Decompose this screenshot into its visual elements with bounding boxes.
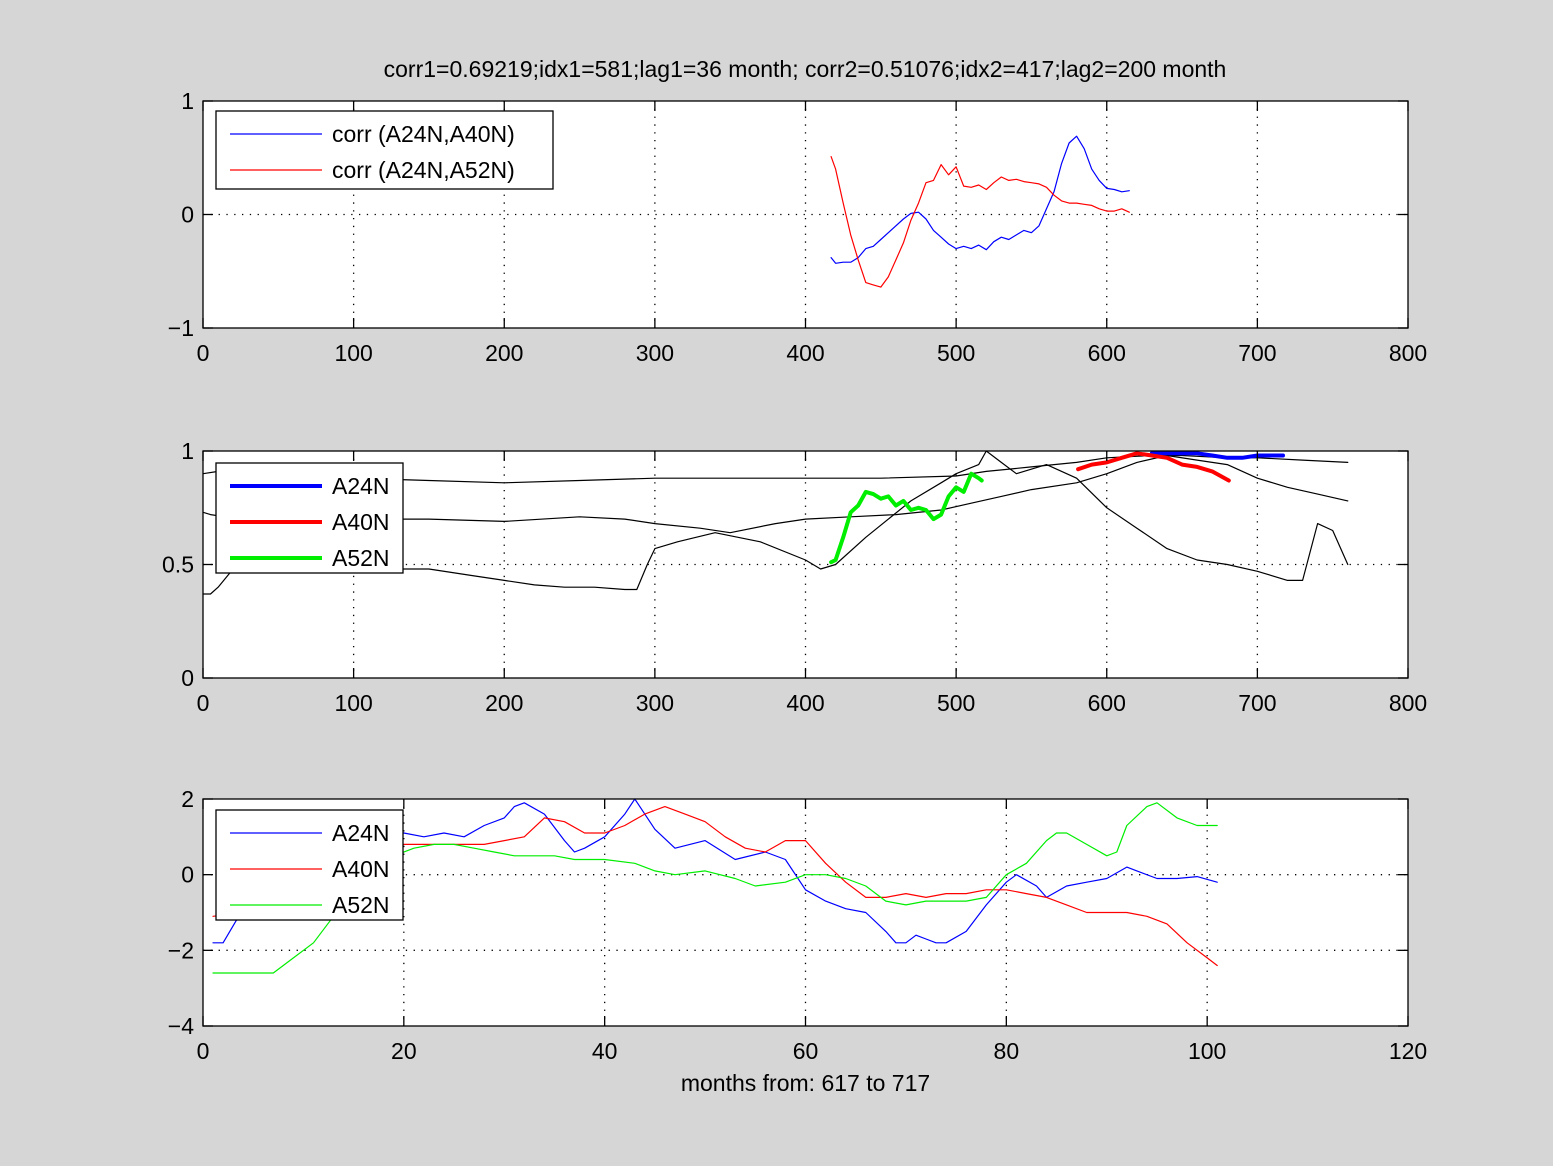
x-tick-label: 60 xyxy=(793,1038,819,1064)
x-tick-label: 500 xyxy=(937,690,975,716)
legend-box xyxy=(215,462,404,574)
x-tick-label: 600 xyxy=(1088,690,1126,716)
x-tick-label: 400 xyxy=(786,340,824,366)
y-tick-label: 0 xyxy=(181,665,194,691)
series-line-a40n xyxy=(1076,451,1231,483)
x-tick-label: 0 xyxy=(197,1038,210,1064)
plot-area xyxy=(203,799,1408,1026)
y-tick-label: −1 xyxy=(168,315,194,341)
axes-normalized-series: 0 100 200 300 400 500 600 700 800 0 0.5 1 A24N A40N A5… xyxy=(162,438,1427,716)
x-tick-label: 100 xyxy=(1188,1038,1226,1064)
x-tick-label: 0 xyxy=(197,340,210,366)
legend-label: A52N xyxy=(332,545,390,571)
series-line-a40n xyxy=(212,805,1218,967)
x-tick-label: 800 xyxy=(1389,340,1427,366)
legend-label: A24N xyxy=(332,473,390,499)
x-tick-label: 0 xyxy=(197,690,210,716)
axes-anomalies: 0 20 40 60 80 100 120 −4 −2 0 2 months from: 617 to… xyxy=(168,786,1427,1096)
x-tick-label: 800 xyxy=(1389,690,1427,716)
x-tick-label: 700 xyxy=(1238,690,1276,716)
x-tick-label: 200 xyxy=(485,690,523,716)
x-tick-label: 100 xyxy=(334,690,372,716)
x-tick-label: 600 xyxy=(1088,340,1126,366)
legend-box xyxy=(215,110,554,190)
legend-label: A40N xyxy=(332,856,390,882)
y-tick-label: 1 xyxy=(181,438,194,464)
legend-box xyxy=(215,809,404,921)
series-line-corr-a24n-a52n xyxy=(830,156,1130,288)
legend-label: A24N xyxy=(332,820,390,846)
series-line-corr-a24n-a40n xyxy=(830,135,1130,264)
data-layer xyxy=(830,135,1130,288)
x-tick-label: 400 xyxy=(786,690,824,716)
legend-label: A40N xyxy=(332,509,390,535)
x-tick-label: 100 xyxy=(334,340,372,366)
y-tick-label: −4 xyxy=(168,1013,194,1039)
y-tick-label: 0.5 xyxy=(162,552,194,578)
y-tick-label: 1 xyxy=(181,88,194,114)
plot-area xyxy=(203,451,1408,678)
x-tick-label: 120 xyxy=(1389,1038,1427,1064)
x-tick-label: 700 xyxy=(1238,340,1276,366)
x-tick-label: 500 xyxy=(937,340,975,366)
legend-label: corr (A24N,A52N) xyxy=(332,157,515,183)
x-axis-label: months from: 617 to 717 xyxy=(681,1070,930,1096)
x-tick-label: 20 xyxy=(391,1038,417,1064)
x-tick-label: 300 xyxy=(636,690,674,716)
x-tick-label: 200 xyxy=(485,340,523,366)
legend-label: A52N xyxy=(332,892,390,918)
figure-title: corr1=0.69219;idx1=581;lag1=36 month; co… xyxy=(384,56,1227,82)
series-line-a24n xyxy=(1149,451,1285,460)
legend-label: corr (A24N,A40N) xyxy=(332,121,515,147)
series-line-a52n xyxy=(829,471,984,565)
x-tick-label: 300 xyxy=(636,340,674,366)
y-tick-label: 2 xyxy=(181,786,194,812)
y-tick-label: 0 xyxy=(181,202,194,228)
x-tick-label: 40 xyxy=(592,1038,618,1064)
y-tick-label: −2 xyxy=(168,937,194,963)
y-tick-label: 0 xyxy=(181,862,194,888)
x-tick-label: 80 xyxy=(994,1038,1020,1064)
